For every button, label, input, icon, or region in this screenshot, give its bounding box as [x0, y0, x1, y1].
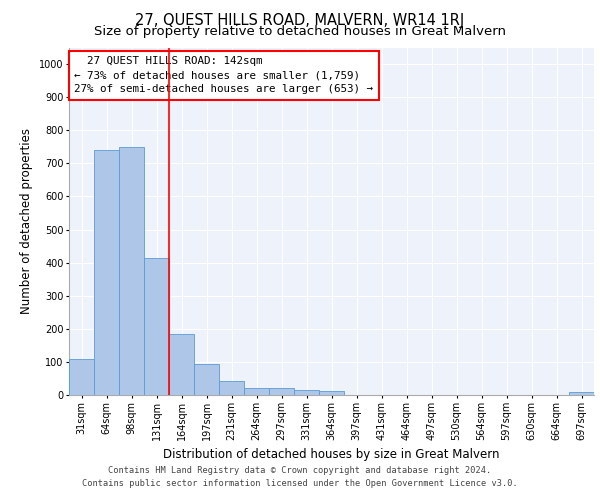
Bar	[169, 334, 194, 395]
Bar	[144, 258, 169, 395]
Bar	[94, 150, 119, 395]
X-axis label: Distribution of detached houses by size in Great Malvern: Distribution of detached houses by size …	[163, 448, 500, 462]
Bar	[69, 358, 94, 395]
Bar	[219, 381, 244, 395]
Bar	[319, 391, 344, 395]
Bar	[194, 364, 219, 395]
Text: 27, QUEST HILLS ROAD, MALVERN, WR14 1RJ: 27, QUEST HILLS ROAD, MALVERN, WR14 1RJ	[136, 12, 464, 28]
Y-axis label: Number of detached properties: Number of detached properties	[20, 128, 34, 314]
Bar	[294, 390, 319, 395]
Bar	[269, 388, 294, 395]
Text: Size of property relative to detached houses in Great Malvern: Size of property relative to detached ho…	[94, 25, 506, 38]
Text: Contains HM Land Registry data © Crown copyright and database right 2024.
Contai: Contains HM Land Registry data © Crown c…	[82, 466, 518, 487]
Bar	[119, 147, 144, 395]
Text: 27 QUEST HILLS ROAD: 142sqm
← 73% of detached houses are smaller (1,759)
27% of : 27 QUEST HILLS ROAD: 142sqm ← 73% of det…	[74, 56, 373, 94]
Bar	[244, 388, 269, 395]
Bar	[569, 392, 594, 395]
